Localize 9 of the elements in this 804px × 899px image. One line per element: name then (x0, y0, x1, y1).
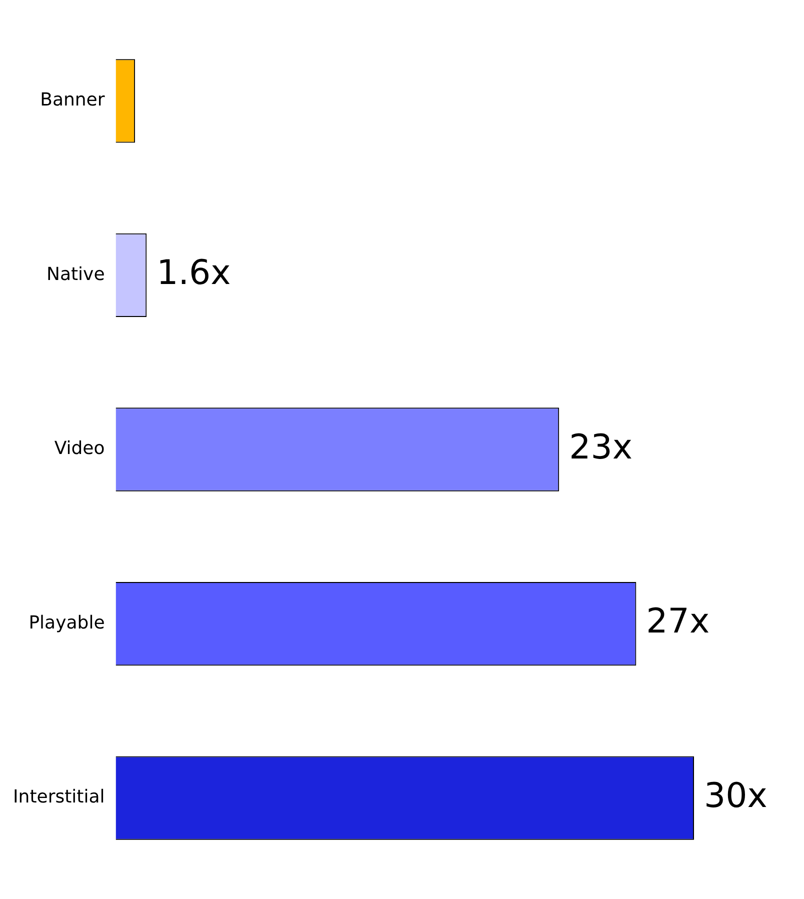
data-label: 27x (646, 602, 710, 642)
data-label: 23x (569, 427, 632, 468)
data-label: 30x (704, 776, 768, 816)
y-tick-label: Banner (40, 90, 106, 111)
data-label: 1.6x (156, 253, 231, 294)
y-tick-label: Interstitial (12, 786, 105, 808)
y-tick-label: Playable (28, 612, 105, 634)
y-tick-label: Native (46, 264, 105, 285)
y-tick-label: Video (54, 438, 105, 460)
